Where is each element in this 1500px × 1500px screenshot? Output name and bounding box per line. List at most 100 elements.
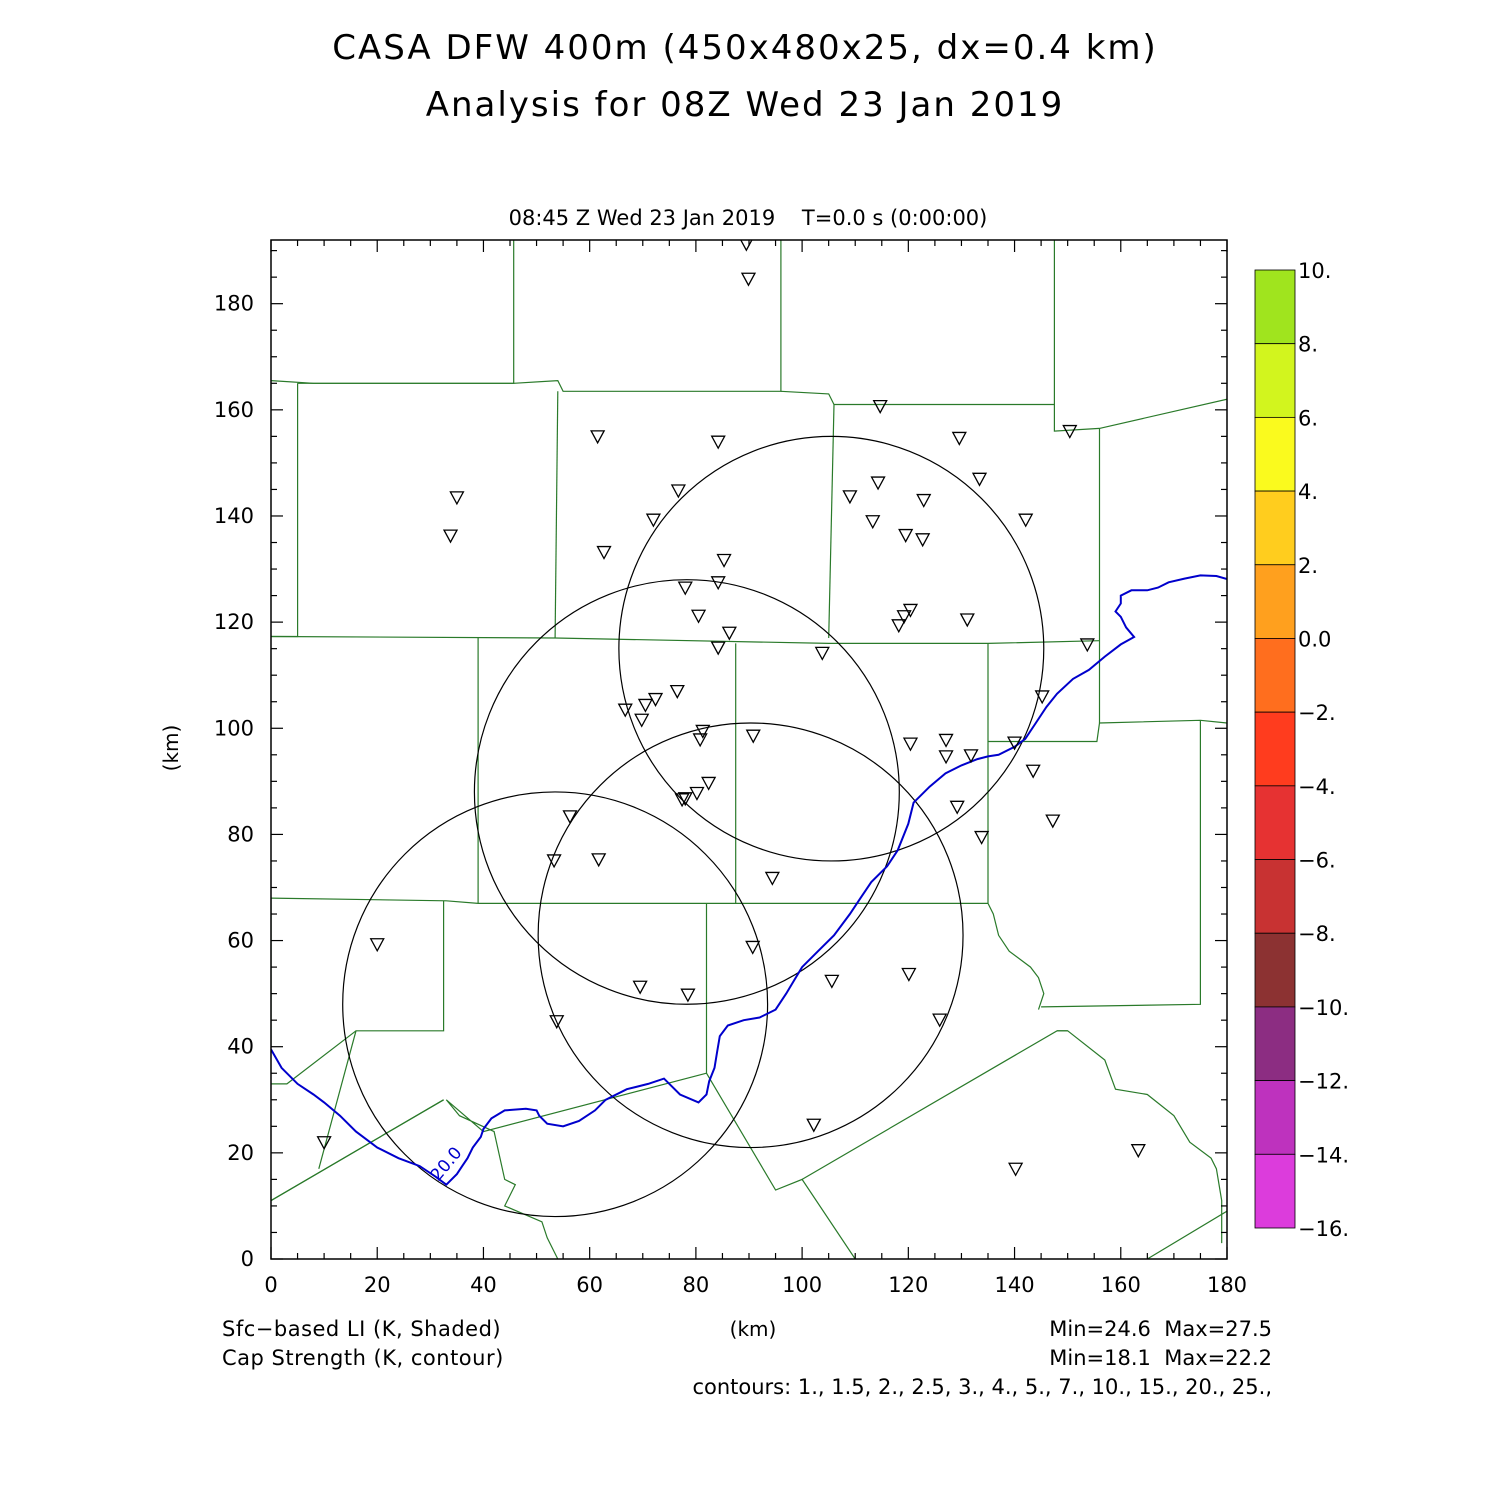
station-marker [806,1118,822,1133]
county-line [828,404,835,639]
station-marker [824,974,840,989]
colorbar [1254,269,1296,1229]
colorbar-label: 6. [1298,406,1318,430]
y-tick-label: 40 [227,1035,254,1059]
axis-ticks [270,240,1228,1260]
station-marker [932,1013,948,1028]
station-marker [971,472,988,487]
station-marker [764,871,780,886]
x-tick-label: 0 [264,1273,277,1297]
county-line [554,391,559,639]
radar-range-rings [342,435,1045,1218]
station-marker [1008,1162,1024,1177]
county-line [987,643,1045,1010]
station-marker [689,786,705,801]
station-marker [637,698,654,713]
station-marker [938,750,954,765]
county-line [1146,1210,1227,1259]
station-marker [710,576,726,591]
station-marker [670,484,686,499]
footer-contour-levels: contours: 1., 1.5, 2., 2.5, 3., 4., 5., … [692,1375,1272,1399]
station-marker [674,793,690,808]
y-tick-label: 0 [241,1247,254,1271]
station-marker [938,733,954,748]
station-markers [316,240,1146,1177]
station-marker [896,610,912,625]
station-marker [677,792,693,807]
station-marker [1079,638,1095,653]
colorbar-label: 8. [1298,333,1318,357]
colorbar-label: 4. [1298,480,1318,504]
county-line [445,903,708,1259]
county-line [271,383,299,638]
footer-contour-minmax: Min=18.1 Max=22.2 [1049,1346,1272,1370]
footer-shaded-label: Sfc−based LI (K, Shaded) [222,1317,501,1341]
county-line [1041,720,1202,1008]
colorbar-swatch [1254,1006,1296,1082]
county-boundaries [271,240,1227,1259]
y-tick-label: 180 [214,292,254,316]
station-marker [590,430,606,445]
colorbar-label: −10. [1298,996,1349,1020]
map-area [271,240,1227,1259]
x-axis-tick-labels: 0 20 40 60 80 100 120 140 160 180 [264,1273,1247,1297]
station-marker [716,553,732,568]
colorbar-swatch [1254,343,1296,418]
station-marker [1025,764,1041,779]
colorbar-swatch [1254,269,1296,345]
contour-label: 20.0 [427,1143,467,1185]
colorbar-label: −12. [1298,1070,1349,1094]
colorbar-swatch [1254,1153,1296,1229]
plot-subtitle: 08:45 Z Wed 23 Jan 2019 T=0.0 s (0:00:00… [509,206,988,230]
title-line2: Analysis for 08Z Wed 23 Jan 2019 [426,85,1065,125]
station-marker [721,626,737,641]
station-marker [745,940,761,955]
colorbar-swatch [1254,416,1296,492]
colorbar-label: −2. [1298,701,1336,725]
x-tick-label: 180 [1207,1273,1247,1297]
station-marker [677,581,693,596]
station-marker [898,528,914,543]
x-tick-label: 20 [364,1273,391,1297]
station-marker [680,988,696,1003]
x-tick-label: 40 [470,1273,497,1297]
station-marker [901,967,917,982]
station-marker [870,476,886,491]
colorbar-label: 0.0 [1298,627,1331,651]
station-marker [902,737,919,752]
y-tick-label: 140 [214,504,254,528]
county-line [271,240,515,384]
county-line [297,240,782,392]
colorbar-swatch [1254,785,1296,860]
colorbar-swatch [1254,490,1296,566]
plot-frame [270,239,1228,1260]
station-marker [690,609,707,624]
station-marker [872,399,888,414]
colorbar-label: −8. [1298,922,1336,946]
station-marker [710,435,726,450]
county-line [271,635,1100,645]
station-marker [449,491,465,506]
county-line [271,897,988,905]
station-marker [959,613,975,628]
station-marker [710,641,726,656]
station-marker [974,830,990,845]
station-marker [701,776,717,791]
station-marker [951,431,967,446]
colorbar-label: 10. [1298,259,1331,283]
station-marker [617,703,633,718]
y-tick-label: 160 [214,398,254,422]
station-marker [1130,1144,1146,1159]
station-marker [1045,814,1061,829]
colorbar-label: −14. [1298,1143,1349,1167]
station-marker [695,724,711,739]
station-marker [916,493,932,508]
station-marker [546,854,562,869]
station-marker [963,749,979,764]
station-marker [591,853,607,868]
y-tick-label: 120 [214,610,254,634]
station-marker [891,619,907,634]
colorbar-label: −16. [1298,1217,1349,1241]
county-line [1053,398,1227,432]
